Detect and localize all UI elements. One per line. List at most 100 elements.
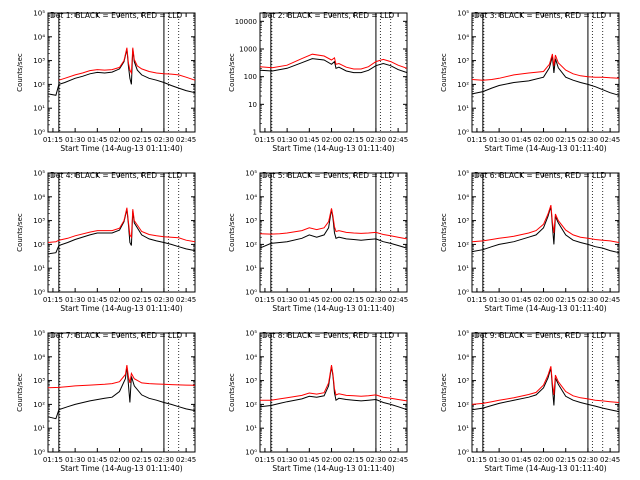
x-tick-label: 02:00 <box>321 296 341 304</box>
y-axis-label: Counts/sec <box>440 53 448 92</box>
panel-title: Det 9: BLACK = Events, RED = LLD <box>474 331 606 340</box>
y-tick-label: 10³ <box>457 57 469 65</box>
y-tick-label: 10² <box>245 241 257 249</box>
x-tick-label: 01:45 <box>511 456 531 464</box>
y-tick-label: 10¹ <box>457 265 469 273</box>
x-tick-label: 02:45 <box>176 296 196 304</box>
x-tick-label: 02:15 <box>556 456 576 464</box>
y-tick-label: 10⁰ <box>33 129 45 137</box>
series-line <box>47 49 196 96</box>
y-tick-label: 10⁵ <box>457 170 469 178</box>
y-tick-label: 10¹ <box>33 265 45 273</box>
x-tick-label: 02:00 <box>321 136 341 144</box>
y-tick-label: 10⁴ <box>245 353 257 361</box>
y-tick-label: 10⁴ <box>457 193 469 201</box>
y-tick-label: 10³ <box>457 217 469 225</box>
detector-panel-2: 1 10 100 1000 10000 01:15 01:30 01:45 02:00 02:15… <box>228 11 408 153</box>
y-axis-label: Counts/sec <box>16 373 24 412</box>
x-tick-label: 02:45 <box>600 296 620 304</box>
panel-title: Det 5: BLACK = Events, RED = LLD <box>262 171 394 180</box>
plot-frame <box>47 332 196 453</box>
y-axis-label: Counts/sec <box>228 53 236 92</box>
y-axis-label: Counts/sec <box>440 373 448 412</box>
x-tick-label: 02:45 <box>600 456 620 464</box>
x-tick-label: 02:30 <box>366 456 386 464</box>
y-tick-label: 10² <box>245 401 257 409</box>
x-tick-label: 02:00 <box>533 456 553 464</box>
y-tick-label: 10⁵ <box>457 330 469 338</box>
series-line <box>259 209 408 249</box>
series-line <box>47 209 196 255</box>
x-tick-label: 02:45 <box>176 136 196 144</box>
x-tick-label: 02:15 <box>556 136 576 144</box>
x-tick-label: 01:15 <box>43 456 63 464</box>
panel-title: Det 2: BLACK = Events, RED = LLD <box>262 11 394 20</box>
series-line <box>259 208 408 240</box>
x-tick-label: 02:45 <box>176 456 196 464</box>
plot-frame <box>259 12 408 133</box>
series-line <box>471 206 620 254</box>
x-tick-label: 01:30 <box>277 136 297 144</box>
x-tick-label: 02:30 <box>154 456 174 464</box>
x-tick-label: 02:00 <box>533 136 553 144</box>
series-line <box>471 204 620 243</box>
y-tick-label: 10² <box>457 401 469 409</box>
y-axis-label: Counts/sec <box>16 53 24 92</box>
x-tick-label: 02:15 <box>344 296 364 304</box>
x-tick-label: 02:00 <box>321 456 341 464</box>
x-axis-label: Start Time (14-Aug-13 01:11:40) <box>484 144 606 153</box>
y-tick-label: 10⁵ <box>33 170 45 178</box>
plot-frame <box>471 332 620 453</box>
x-tick-label: 02:30 <box>366 296 386 304</box>
x-tick-label: 01:30 <box>65 136 85 144</box>
x-tick-label: 02:30 <box>578 296 598 304</box>
x-tick-label: 01:30 <box>489 136 509 144</box>
y-tick-label: 10² <box>33 241 45 249</box>
y-tick-label: 100 <box>244 73 257 81</box>
x-tick-label: 01:30 <box>65 296 85 304</box>
y-tick-label: 10⁴ <box>33 33 45 41</box>
y-axis-label: Counts/sec <box>228 373 236 412</box>
x-tick-label: 01:30 <box>65 456 85 464</box>
panel-title: Det 4: BLACK = Events, RED = LLD <box>50 171 182 180</box>
x-tick-label: 01:45 <box>511 136 531 144</box>
x-tick-label: 02:15 <box>344 456 364 464</box>
series-line <box>471 56 620 96</box>
x-tick-label: 01:45 <box>87 136 107 144</box>
y-tick-label: 10² <box>457 81 469 89</box>
x-tick-label: 02:15 <box>132 296 152 304</box>
x-axis-label: Start Time (14-Aug-13 01:11:40) <box>484 464 606 473</box>
series-line <box>259 366 408 411</box>
x-axis-label: Start Time (14-Aug-13 01:11:40) <box>272 144 394 153</box>
y-tick-label: 10⁵ <box>245 170 257 178</box>
x-tick-label: 01:30 <box>277 456 297 464</box>
x-axis-label: Start Time (14-Aug-13 01:11:40) <box>484 304 606 313</box>
x-tick-label: 02:00 <box>109 136 129 144</box>
x-tick-label: 01:45 <box>299 296 319 304</box>
y-tick-label: 10⁵ <box>33 330 45 338</box>
y-tick-label: 10¹ <box>457 425 469 433</box>
y-tick-label: 10⁴ <box>457 353 469 361</box>
panel-title: Det 3: BLACK = Events, RED = LLD <box>474 11 606 20</box>
x-tick-label: 02:45 <box>388 136 408 144</box>
series-line <box>259 58 408 74</box>
y-tick-label: 10³ <box>33 57 45 65</box>
x-tick-label: 02:15 <box>132 136 152 144</box>
x-tick-label: 01:15 <box>255 136 275 144</box>
y-axis-label: Counts/sec <box>440 213 448 252</box>
panel-title: Det 1: BLACK = Events, RED = LLD <box>50 11 182 20</box>
x-tick-label: 01:15 <box>467 296 487 304</box>
panel-title: Det 8: BLACK = Events, RED = LLD <box>262 331 394 340</box>
plot-frame <box>47 172 196 293</box>
y-axis-label: Counts/sec <box>16 213 24 252</box>
y-tick-label: 10² <box>33 81 45 89</box>
plot-frame <box>471 12 620 133</box>
y-tick-label: 10⁰ <box>457 449 469 457</box>
